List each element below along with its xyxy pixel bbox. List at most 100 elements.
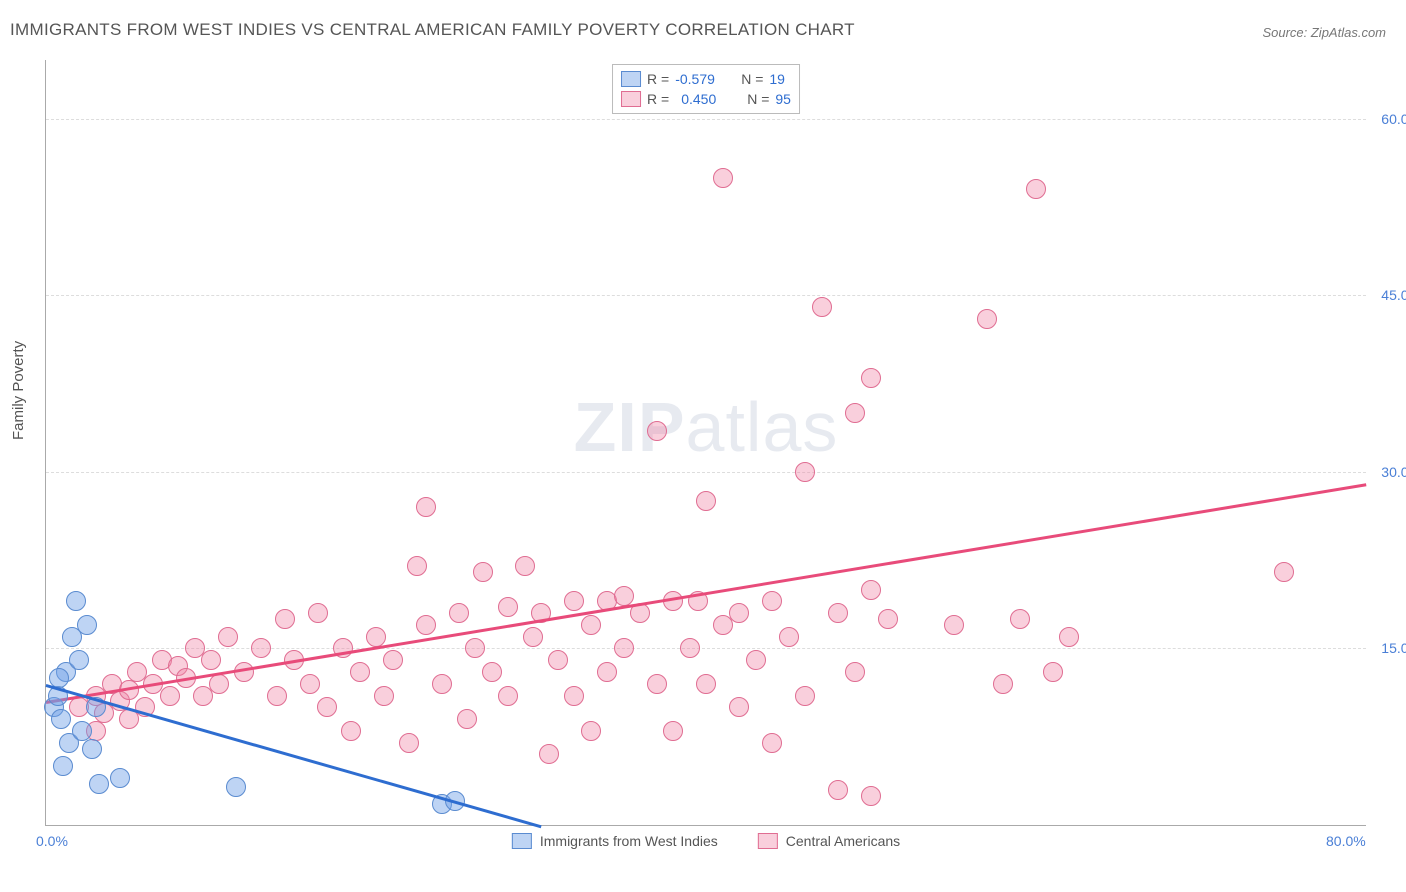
y-tick-label: 30.0% [1381,464,1406,480]
data-point [226,777,246,797]
data-point [795,462,815,482]
data-point [201,650,221,670]
data-point [845,403,865,423]
data-point [465,638,485,658]
data-point [515,556,535,576]
watermark-zip: ZIP [574,388,686,466]
legend-label-blue: Immigrants from West Indies [540,833,718,849]
data-point [861,786,881,806]
data-point [762,733,782,753]
data-point [539,744,559,764]
grid-line [46,472,1366,473]
data-point [350,662,370,682]
legend-row-blue: R = -0.579 N = 19 [621,69,791,89]
data-point [663,591,683,611]
data-point [812,297,832,317]
data-point [407,556,427,576]
data-point [416,615,436,635]
legend-row-pink: R = 0.450 N = 95 [621,89,791,109]
data-point [564,591,584,611]
legend-swatch-pink-icon [758,833,778,849]
legend-swatch-blue [621,71,641,87]
data-point [861,580,881,600]
data-point [300,674,320,694]
data-point [729,603,749,623]
data-point [66,591,86,611]
data-point [89,774,109,794]
data-point [473,562,493,582]
data-point [1043,662,1063,682]
y-tick-label: 15.0% [1381,640,1406,656]
data-point [564,686,584,706]
data-point [845,662,865,682]
data-point [597,662,617,682]
data-point [614,638,634,658]
data-point [399,733,419,753]
data-point [1059,627,1079,647]
data-point [828,603,848,623]
data-point [878,609,898,629]
data-point [977,309,997,329]
data-point [482,662,502,682]
n-label-blue: N = [741,71,763,87]
grid-line [46,648,1366,649]
data-point [449,603,469,623]
data-point [762,591,782,611]
correlation-legend: R = -0.579 N = 19 R = 0.450 N = 95 [612,64,800,114]
data-point [457,709,477,729]
data-point [82,739,102,759]
series-legend: Immigrants from West Indies Central Amer… [512,833,900,849]
data-point [944,615,964,635]
y-tick-label: 45.0% [1381,287,1406,303]
grid-line [46,119,1366,120]
y-tick-label: 60.0% [1381,111,1406,127]
data-point [663,721,683,741]
legend-swatch-pink [621,91,641,107]
data-point [729,697,749,717]
data-point [317,697,337,717]
chart-area: ZIPatlas R = -0.579 N = 19 R = 0.450 N =… [45,60,1366,826]
chart-title: IMMIGRANTS FROM WEST INDIES VS CENTRAL A… [10,20,855,40]
watermark-atlas: atlas [686,388,839,466]
data-point [416,497,436,517]
data-point [647,674,667,694]
data-point [53,756,73,776]
data-point [746,650,766,670]
data-point [779,627,799,647]
r-value-blue: -0.579 [675,71,725,87]
data-point [696,674,716,694]
n-value-pink: 95 [775,91,791,107]
watermark: ZIPatlas [574,387,839,467]
data-point [432,674,452,694]
data-point [77,615,97,635]
r-label-pink: R = [647,91,669,107]
grid-line [46,295,1366,296]
data-point [275,609,295,629]
data-point [1010,609,1030,629]
data-point [828,780,848,800]
data-point [523,627,543,647]
data-point [374,686,394,706]
legend-item-blue: Immigrants from West Indies [512,833,718,849]
n-label-pink: N = [747,91,769,107]
data-point [110,768,130,788]
legend-item-pink: Central Americans [758,833,900,849]
data-point [581,615,601,635]
data-point [69,650,89,670]
x-tick-label: 80.0% [1326,833,1366,849]
data-point [160,686,180,706]
data-point [51,709,71,729]
n-value-blue: 19 [769,71,785,87]
data-point [696,491,716,511]
x-tick-label: 0.0% [36,833,68,849]
data-point [383,650,403,670]
data-point [795,686,815,706]
data-point [341,721,361,741]
data-point [498,686,518,706]
data-point [680,638,700,658]
data-point [218,627,238,647]
data-point [614,586,634,606]
r-value-pink: 0.450 [675,91,731,107]
data-point [993,674,1013,694]
source-label: Source: ZipAtlas.com [1262,25,1386,40]
